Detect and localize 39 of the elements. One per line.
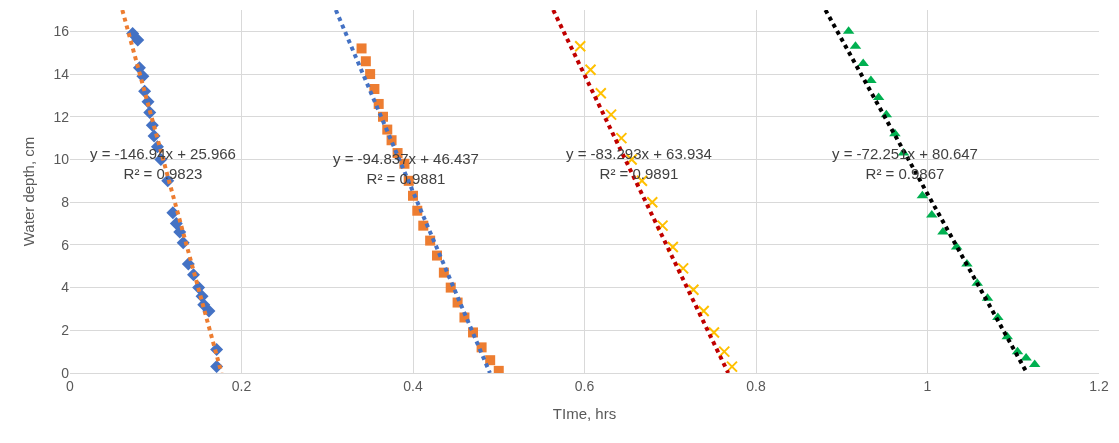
x-tick-label: 1 [923,377,932,394]
y-tick-label: 14 [53,65,70,82]
y-tick-label: 16 [53,23,70,40]
y-tick-label: 6 [61,236,70,253]
point [605,108,618,121]
point [677,262,690,275]
point [485,355,496,366]
x-tick-label: 0.6 [574,377,595,394]
x-axis-title: TIme, hrs [552,404,617,422]
point [666,241,679,254]
point [418,220,429,231]
y-tick-label: 8 [61,194,70,211]
point [131,33,145,47]
point [356,43,367,54]
point [707,326,720,339]
y-tick-label: 10 [53,151,70,168]
point [365,69,376,80]
y-tick-label: 4 [61,279,70,296]
point [584,63,597,76]
point [697,305,710,318]
x-tick-label: 0.2 [231,377,252,394]
point [656,219,669,232]
x-tick-label: 0.4 [403,377,423,394]
y-tick-label: 12 [53,108,70,125]
y-tick-label: 2 [61,322,70,339]
point [574,40,587,53]
y-tick-label: 0 [61,364,70,381]
y-axis-title: Water depth, cm [19,136,37,247]
point [718,345,731,358]
point [493,365,504,373]
point [687,283,700,296]
point [360,56,371,67]
x-tick-label: 0.8 [746,377,766,394]
point [646,196,659,209]
x-tick-label: 1.2 [1089,377,1109,394]
annotation: y = -83.293x + 63.934 R² = 0.9891 [566,145,712,182]
point [725,360,738,373]
point [594,87,607,100]
point [615,132,628,145]
